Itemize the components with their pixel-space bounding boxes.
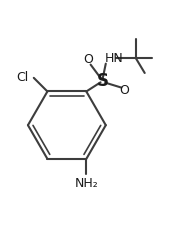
- Text: HN: HN: [105, 52, 123, 65]
- Text: O: O: [83, 53, 93, 66]
- Text: S: S: [97, 72, 109, 90]
- Text: Cl: Cl: [17, 71, 29, 84]
- Text: O: O: [119, 84, 129, 97]
- Text: NH₂: NH₂: [74, 177, 98, 190]
